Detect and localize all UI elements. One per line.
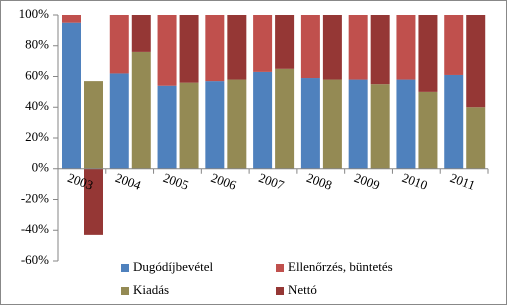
bar [131,51,151,169]
bar [227,79,247,169]
bar [348,15,368,80]
bar [205,15,225,82]
bar [109,15,129,74]
bar [418,15,438,92]
y-tick-label: -40% [21,221,49,236]
bar [444,74,464,169]
bar [370,15,390,85]
bar [444,15,464,75]
bar [157,85,177,169]
legend-label: Dugódíjbevétel [133,259,214,274]
bar [253,71,273,169]
legend-label: Kiadás [133,282,169,297]
y-tick-label: -60% [21,252,49,267]
bar [322,15,342,80]
bar [300,15,320,79]
y-tick-label: -20% [21,190,49,205]
bar [131,15,151,52]
bar [418,91,438,169]
legend-swatch [276,264,284,272]
bar [179,82,199,169]
bar [275,15,295,69]
bar [179,15,199,83]
bar [322,79,342,169]
legend-swatch [121,264,129,272]
bar [84,81,103,169]
y-tick-label: 20% [25,129,49,144]
bar [157,15,177,86]
bar [62,22,81,169]
y-tick-label: 0% [32,160,50,175]
bar [275,68,295,169]
bar [84,168,103,235]
bar [205,81,225,169]
y-tick-label: 80% [25,37,49,52]
legend-swatch [276,287,284,295]
bar [466,107,486,169]
legend-label: Nettó [288,282,317,297]
bar [253,15,273,72]
y-tick-label: 100% [19,6,50,21]
legend-swatch [121,287,129,295]
y-tick-label: 60% [25,67,49,82]
bar [300,78,320,169]
bar [109,73,129,169]
bar [370,84,390,169]
bar [348,79,368,169]
bar [466,15,486,108]
legend-label: Ellenőrzés, büntetés [288,259,393,274]
bar [227,15,247,80]
y-tick-label: 40% [25,98,49,113]
bar [62,15,81,23]
bar [396,15,416,80]
bar [396,79,416,169]
